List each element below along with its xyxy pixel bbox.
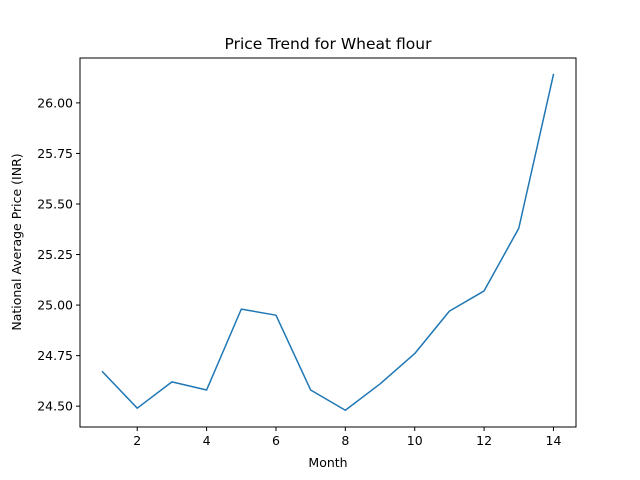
data-point <box>379 383 381 385</box>
data-point <box>205 389 207 391</box>
plot-area <box>101 73 555 411</box>
x-axis-ticks: 2 4 6 8 10 12 14 <box>133 427 561 448</box>
data-point <box>309 389 311 391</box>
data-point <box>101 371 103 373</box>
data-point <box>275 314 277 316</box>
data-point <box>448 310 450 312</box>
x-axis-label: Month <box>308 455 347 470</box>
data-point <box>240 308 242 310</box>
data-point <box>171 381 173 383</box>
y-tick-label: 25.25 <box>37 247 73 262</box>
x-tick-label: 8 <box>341 433 349 448</box>
y-tick-label: 24.50 <box>37 399 73 414</box>
x-tick-label: 10 <box>407 433 423 448</box>
data-point <box>552 73 554 75</box>
y-tick-label: 25.00 <box>37 298 73 313</box>
x-tick-label: 2 <box>133 433 141 448</box>
plot-frame <box>79 57 577 428</box>
y-tick-label: 25.50 <box>37 196 73 211</box>
y-tick-label: 25.75 <box>37 146 73 161</box>
y-tick-label: 24.75 <box>37 348 73 363</box>
data-point <box>414 352 416 354</box>
y-tick-label: 26.00 <box>37 95 73 110</box>
x-tick-label: 6 <box>272 433 280 448</box>
y-axis-label: National Average Price (INR) <box>9 153 24 330</box>
x-tick-label: 12 <box>476 433 492 448</box>
x-tick-label: 14 <box>546 433 562 448</box>
data-point <box>483 290 485 292</box>
data-point <box>518 227 520 229</box>
data-point <box>344 409 346 411</box>
data-point <box>136 407 138 409</box>
chart-title: Price Trend for Wheat flour <box>225 35 433 53</box>
y-axis-ticks: 24.50 24.75 25.00 25.25 25.50 25.75 26.00 <box>37 95 80 414</box>
series-line <box>101 73 555 411</box>
x-tick-label: 4 <box>203 433 211 448</box>
